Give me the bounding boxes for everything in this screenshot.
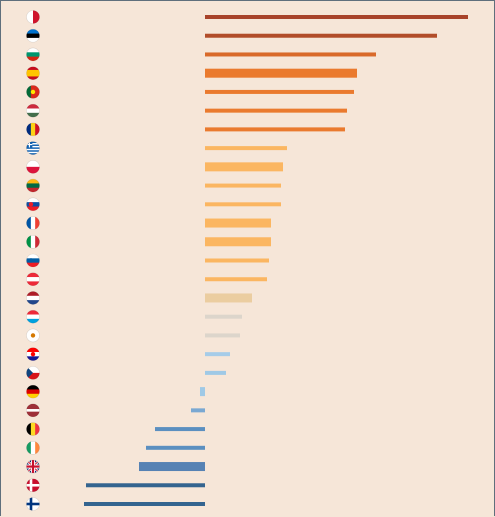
bar-spain <box>205 68 357 78</box>
ireland-flag-icon <box>26 441 40 455</box>
bar-bulgaria <box>205 52 376 57</box>
bar-netherlands <box>205 293 252 303</box>
lithuania-flag-icon <box>26 178 40 193</box>
bar-finland <box>84 502 205 506</box>
bar-latvia <box>191 408 205 413</box>
bar-romania <box>205 127 345 132</box>
croatia-flag-icon <box>26 347 40 361</box>
slovenia-flag-icon <box>26 253 40 268</box>
bar-czech-republic <box>205 370 226 375</box>
france-flag-icon <box>26 216 40 230</box>
luxembourg-flag-icon <box>26 309 40 324</box>
bar-poland <box>205 162 283 172</box>
bar-ireland <box>146 445 205 450</box>
bar-malta <box>205 15 468 19</box>
bar-slovenia <box>205 258 269 263</box>
latvia-flag-icon <box>26 403 40 418</box>
bar-slovakia <box>205 202 281 207</box>
united-kingdom-flag-icon <box>26 459 40 474</box>
poland-flag-icon <box>26 160 40 174</box>
bar-luxembourg <box>205 314 242 319</box>
bar-cyprus <box>205 333 240 338</box>
cyprus-flag-icon <box>26 328 40 343</box>
netherlands-flag-icon <box>26 291 40 305</box>
austria-flag-icon <box>26 272 40 287</box>
slovakia-flag-icon <box>26 197 40 212</box>
bar-italy <box>205 237 271 247</box>
bar-lithuania <box>205 183 281 188</box>
bar-belgium <box>155 427 205 432</box>
hungary-flag-icon <box>26 103 40 118</box>
greece-flag-icon <box>26 141 40 155</box>
germany-flag-icon <box>26 384 40 399</box>
finland-flag-icon <box>26 497 40 511</box>
belgium-flag-icon <box>26 422 40 436</box>
bar-france <box>205 218 271 228</box>
bar-estonia <box>205 33 437 38</box>
bulgaria-flag-icon <box>26 47 40 62</box>
portugal-flag-icon <box>26 85 40 99</box>
bar-greece <box>205 146 287 151</box>
spain-flag-icon <box>26 66 40 80</box>
bar-denmark <box>86 483 205 488</box>
bar-hungary <box>205 108 347 113</box>
estonia-flag-icon <box>26 28 40 43</box>
bar-united-kingdom <box>139 462 205 472</box>
denmark-flag-icon <box>26 478 40 493</box>
italy-flag-icon <box>26 234 40 249</box>
malta-flag-icon <box>26 10 40 24</box>
romania-flag-icon <box>26 122 40 137</box>
bar-croatia <box>205 352 230 357</box>
czech-republic-flag-icon <box>26 366 40 380</box>
bar-portugal <box>205 89 354 94</box>
bar-austria <box>205 277 267 282</box>
bar-germany <box>200 387 205 397</box>
